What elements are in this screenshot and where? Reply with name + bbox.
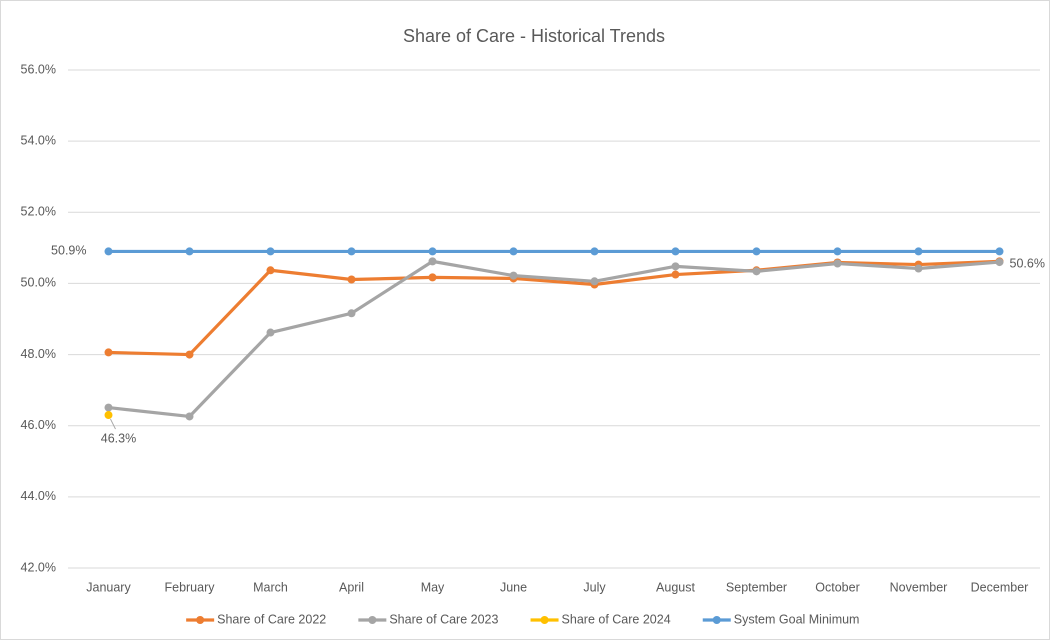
data-point bbox=[185, 350, 194, 359]
data-point bbox=[185, 247, 194, 256]
data-point bbox=[266, 247, 275, 256]
data-point bbox=[833, 259, 842, 268]
x-tick-label: January bbox=[86, 580, 131, 594]
data-point bbox=[833, 247, 842, 256]
data-point bbox=[752, 267, 761, 276]
x-tick-label: March bbox=[253, 580, 288, 594]
data-point bbox=[104, 411, 113, 420]
x-tick-label: May bbox=[421, 580, 445, 594]
data-point bbox=[914, 264, 923, 273]
data-point bbox=[428, 257, 437, 266]
data-point bbox=[104, 403, 113, 412]
data-label: 46.3% bbox=[101, 431, 136, 445]
y-tick-label: 56.0% bbox=[21, 62, 56, 76]
data-point bbox=[347, 275, 356, 284]
chart-title: Share of Care - Historical Trends bbox=[403, 26, 665, 46]
data-point bbox=[347, 247, 356, 256]
x-tick-label: July bbox=[583, 580, 606, 594]
data-point bbox=[266, 266, 275, 275]
legend-swatch-marker bbox=[368, 616, 377, 624]
data-point bbox=[185, 412, 194, 421]
y-tick-label: 48.0% bbox=[21, 347, 56, 361]
x-tick-label: August bbox=[656, 580, 695, 594]
y-tick-label: 52.0% bbox=[21, 205, 56, 219]
x-tick-label: September bbox=[726, 580, 787, 594]
data-point bbox=[995, 258, 1004, 267]
data-point bbox=[347, 309, 356, 318]
legend-swatch-marker bbox=[196, 616, 205, 624]
data-point bbox=[590, 247, 599, 256]
data-point bbox=[752, 247, 761, 256]
legend-label: Share of Care 2023 bbox=[389, 612, 498, 626]
data-point bbox=[104, 348, 113, 357]
data-point bbox=[104, 247, 113, 256]
x-tick-label: October bbox=[815, 580, 859, 594]
x-tick-label: December bbox=[971, 580, 1029, 594]
leader-line bbox=[110, 418, 116, 430]
data-point bbox=[266, 328, 275, 337]
data-point bbox=[428, 247, 437, 256]
data-point bbox=[428, 273, 437, 282]
x-tick-label: June bbox=[500, 580, 527, 594]
data-point bbox=[995, 247, 1004, 256]
legend-label: Share of Care 2022 bbox=[217, 612, 326, 626]
legend-swatch-marker bbox=[540, 616, 549, 624]
data-point bbox=[590, 277, 599, 286]
data-point bbox=[509, 271, 518, 280]
x-tick-label: November bbox=[890, 580, 948, 594]
y-tick-label: 44.0% bbox=[21, 489, 56, 503]
data-point bbox=[914, 247, 923, 256]
series-line bbox=[108, 259, 1000, 419]
x-tick-label: April bbox=[339, 580, 364, 594]
data-point bbox=[509, 247, 518, 256]
legend-label: System Goal Minimum bbox=[734, 612, 860, 626]
x-tick-label: February bbox=[164, 580, 215, 594]
data-point bbox=[671, 270, 680, 279]
y-tick-label: 46.0% bbox=[21, 418, 56, 432]
legend-swatch-marker bbox=[712, 616, 721, 624]
legend-label: Share of Care 2024 bbox=[562, 612, 671, 626]
data-point bbox=[671, 262, 680, 271]
data-point bbox=[671, 247, 680, 256]
data-label: 50.6% bbox=[1010, 256, 1045, 270]
data-label: 50.9% bbox=[51, 244, 86, 258]
y-tick-label: 50.0% bbox=[21, 276, 56, 290]
y-tick-label: 54.0% bbox=[21, 133, 56, 147]
y-tick-label: 42.0% bbox=[21, 560, 56, 574]
